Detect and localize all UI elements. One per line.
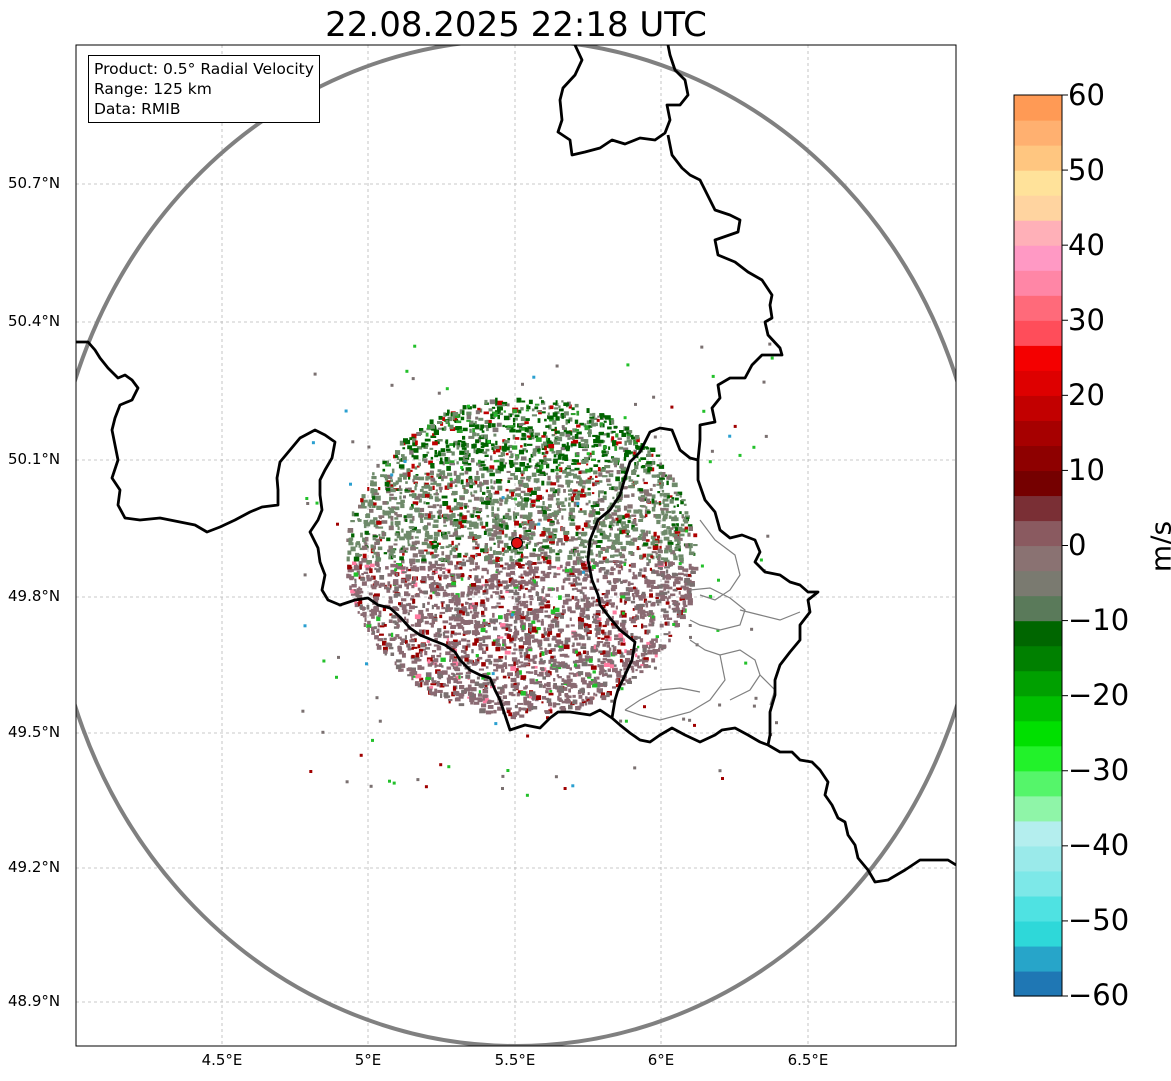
colorbar-segment [1014, 320, 1062, 346]
colorbar-tick-minus-50: −50 [1068, 903, 1130, 937]
colorbar-segment [1014, 120, 1062, 146]
colorbar-segment [1014, 195, 1062, 221]
colorbar-segment [1014, 720, 1062, 747]
colorbar-tick-minus-30: −30 [1068, 753, 1130, 787]
colorbar-tick-minus-40: −40 [1068, 828, 1130, 862]
colorbar-segment [1014, 870, 1062, 897]
country-borders [76, 45, 956, 884]
colorbar-tick-minus-20: −20 [1068, 678, 1130, 712]
colorbar [1014, 95, 1062, 997]
lat-label-49-5: 49.5°N [8, 723, 61, 741]
colorbar-segment [1014, 895, 1062, 922]
colorbar-segment [1014, 245, 1062, 271]
colorbar-tick-0: 0 [1068, 528, 1087, 562]
grid-lines [76, 45, 956, 1046]
colorbar-segment [1014, 820, 1062, 847]
lon-label-5-5: 5.5°E [494, 1051, 536, 1069]
colorbar-segment [1014, 645, 1062, 672]
colorbar-segment [1014, 845, 1062, 872]
map-frame [75, 44, 957, 1047]
colorbar-segment [1014, 745, 1062, 772]
lon-label-6: 6°E [647, 1051, 675, 1069]
colorbar-segment [1014, 495, 1062, 522]
colorbar-tick-minus-60: −60 [1068, 978, 1130, 1012]
colorbar-tick-20: 20 [1068, 378, 1105, 412]
colorbar-segment [1014, 445, 1062, 472]
lat-label-49-8: 49.8°N [8, 587, 61, 605]
info-data-source: Data: RMIB [94, 100, 181, 118]
colorbar-segment [1014, 95, 1062, 121]
lat-label-50-1: 50.1°N [8, 450, 61, 468]
colorbar-tick-40: 40 [1068, 228, 1105, 262]
colorbar-tick-60: 60 [1068, 78, 1105, 112]
radar-site-marker [511, 537, 523, 549]
colorbar-segment [1014, 370, 1062, 396]
lat-label-49-2: 49.2°N [8, 858, 61, 876]
colorbar-segment [1014, 945, 1062, 972]
colorbar-segment [1014, 620, 1062, 647]
info-legend: Product: 0.5° Radial Velocity Range: 125… [88, 55, 320, 123]
radar-echoes [301, 342, 778, 797]
colorbar-segment [1014, 970, 1062, 997]
colorbar-segment [1014, 145, 1062, 171]
colorbar-segment [1014, 770, 1062, 797]
lon-label-5: 5°E [354, 1051, 382, 1069]
colorbar-segment [1014, 470, 1062, 497]
info-range: Range: 125 km [94, 80, 212, 98]
lat-label-50-7: 50.7°N [8, 174, 61, 192]
lat-label-48-9: 48.9°N [8, 992, 61, 1010]
colorbar-segment [1014, 295, 1062, 321]
colorbar-segment [1014, 545, 1062, 572]
colorbar-segment [1014, 570, 1062, 597]
colorbar-tick-30: 30 [1068, 303, 1105, 337]
lon-label-4-5: 4.5°E [201, 1051, 243, 1069]
admin-boundaries [624, 519, 801, 721]
colorbar-segment [1014, 420, 1062, 446]
colorbar-segment [1014, 695, 1062, 722]
colorbar-tick-marks [1062, 94, 1068, 997]
colorbar-segment [1014, 520, 1062, 547]
lon-label-6-5: 6.5°E [787, 1051, 829, 1069]
colorbar-tick-50: 50 [1068, 153, 1105, 187]
colorbar-segment [1014, 270, 1062, 296]
info-product: Product: 0.5° Radial Velocity [94, 60, 314, 78]
lat-label-50-4: 50.4°N [8, 312, 61, 330]
colorbar-segment [1014, 595, 1062, 622]
colorbar-segment [1014, 795, 1062, 822]
map-title: 22.08.2025 22:18 UTC [325, 5, 707, 45]
colorbar-unit-label: m/s [1144, 520, 1171, 573]
colorbar-tick-10: 10 [1068, 453, 1105, 487]
colorbar-segment [1014, 670, 1062, 697]
colorbar-segment [1014, 920, 1062, 947]
colorbar-segment [1014, 395, 1062, 421]
colorbar-segment [1014, 220, 1062, 246]
colorbar-segment [1014, 170, 1062, 196]
colorbar-segment [1014, 345, 1062, 371]
colorbar-tick-minus-10: −10 [1068, 603, 1130, 637]
